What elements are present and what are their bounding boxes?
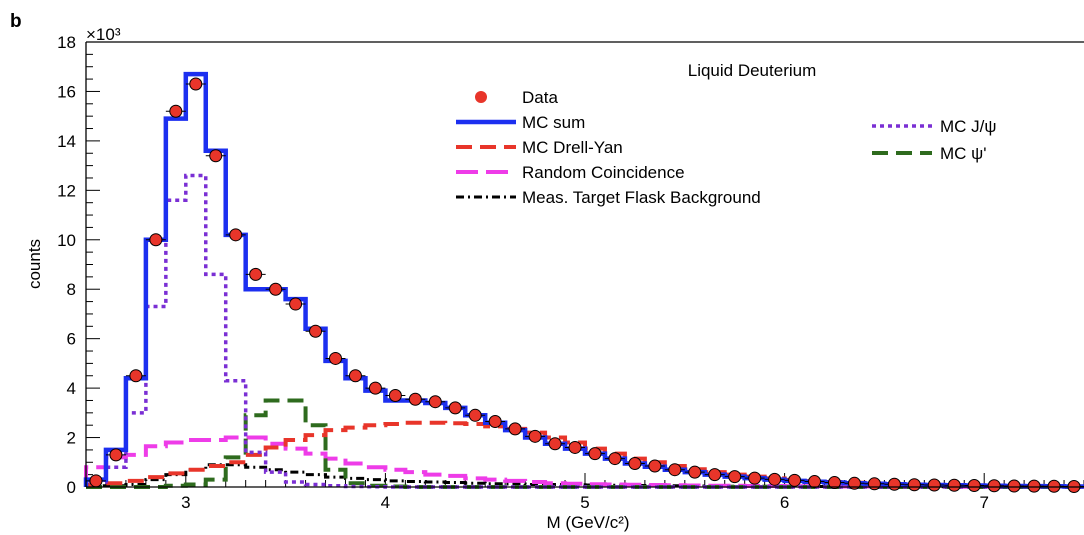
data-point [1007,479,1021,493]
series-mc-j--line [84,173,1084,489]
y-tick-label: 4 [67,379,76,398]
data-point [668,463,682,477]
y-tick-label: 8 [67,280,76,299]
plot-area [83,71,1084,494]
data-point [488,414,502,428]
data-point [947,478,961,492]
data-point [89,474,103,488]
y-tick-label: 16 [57,82,76,101]
data-point [987,479,1001,493]
data-point [927,478,941,492]
data-point [708,468,722,482]
data-point [1027,479,1041,493]
data-point [1047,479,1061,493]
legend-label: Meas. Target Flask Background [522,188,761,207]
data-point [209,149,223,163]
data-point [249,267,263,281]
data-point [748,471,762,485]
x-tick-label: 4 [381,493,390,512]
data-point [428,395,442,409]
y-multiplier: ×10³ [86,25,121,44]
x-axis-label: M (GeV/c²) [546,513,629,532]
data-point [967,479,981,493]
data-point [728,470,742,484]
data-point [289,297,303,311]
data-point [129,369,143,383]
panel-label: b [10,11,22,32]
data-point [528,429,542,443]
legend-label: Random Coincidence [522,163,685,182]
data-point [867,477,881,491]
legend-label: MC Drell-Yan [522,138,623,157]
legend-marker-data [475,91,487,103]
x-tick-label: 7 [979,493,988,512]
y-tick-label: 12 [57,181,76,200]
data-point [388,389,402,403]
legend-label: MC ψ' [940,144,987,163]
y-tick-label: 18 [57,33,76,52]
data-point [468,408,482,422]
data-point [229,228,243,242]
data-point [269,282,283,296]
data-point [568,440,582,454]
data-point [309,324,323,338]
axis-ticks: 3 4 5 6 7 0 2 4 6 8 10 12 14 16 18 [57,33,1084,512]
data-point [109,448,123,462]
y-tick-label: 6 [67,330,76,349]
data-point [348,369,362,383]
x-tick-label: 3 [181,493,190,512]
y-tick-label: 2 [67,429,76,448]
y-axis-label: counts [25,239,44,289]
data-point [189,77,203,91]
data-point [788,473,802,487]
data-point [548,437,562,451]
data-point [688,465,702,479]
y-tick-label: 10 [57,231,76,250]
series-random-coincidence-line [84,435,1084,489]
data-point [169,104,183,118]
y-tick-label: 0 [67,478,76,497]
data-point [887,477,901,491]
data-point [808,475,822,489]
data-point [608,452,622,466]
data-point [508,422,522,436]
data-point [329,351,342,365]
series-mc-sum-line [83,71,1084,489]
legend: Data MC sum MC Drell-Yan Random Coincidence… [456,88,997,207]
series-mc-drell-yan-line [84,420,1084,489]
data-point [368,381,382,395]
data-point [847,476,861,490]
data-point [907,478,921,492]
data-point [149,233,163,247]
data-point [628,457,642,471]
legend-label: MC sum [522,113,585,132]
data-point [648,459,662,473]
x-tick-label: 6 [780,493,789,512]
y-tick-label: 14 [57,132,76,151]
data-point [408,392,422,406]
legend-label: Data [522,88,558,107]
data-point [768,472,782,486]
data-point [448,401,462,415]
legend-label: MC J/ψ [940,117,997,136]
x-tick-label: 5 [580,493,589,512]
data-point [588,447,602,461]
data-point [828,476,841,490]
chart-title: Liquid Deuterium [688,61,817,80]
